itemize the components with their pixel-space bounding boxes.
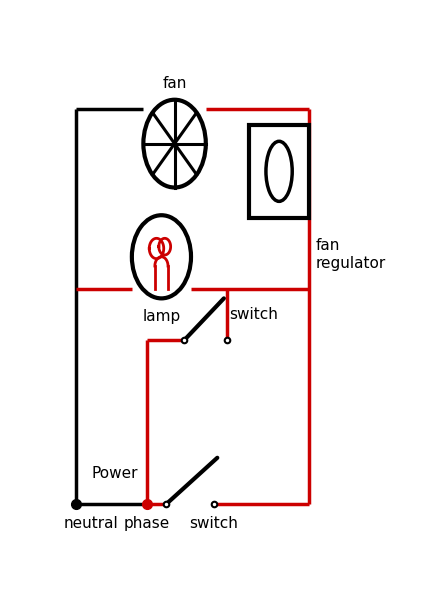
Text: fan: fan	[162, 76, 187, 91]
Text: fan
regulator: fan regulator	[316, 238, 386, 271]
Text: switch: switch	[190, 517, 238, 532]
Text: neutral: neutral	[64, 517, 118, 532]
Text: phase: phase	[123, 517, 170, 532]
Text: switch: switch	[229, 307, 278, 322]
Text: lamp: lamp	[142, 308, 181, 323]
Text: Power: Power	[91, 466, 138, 481]
